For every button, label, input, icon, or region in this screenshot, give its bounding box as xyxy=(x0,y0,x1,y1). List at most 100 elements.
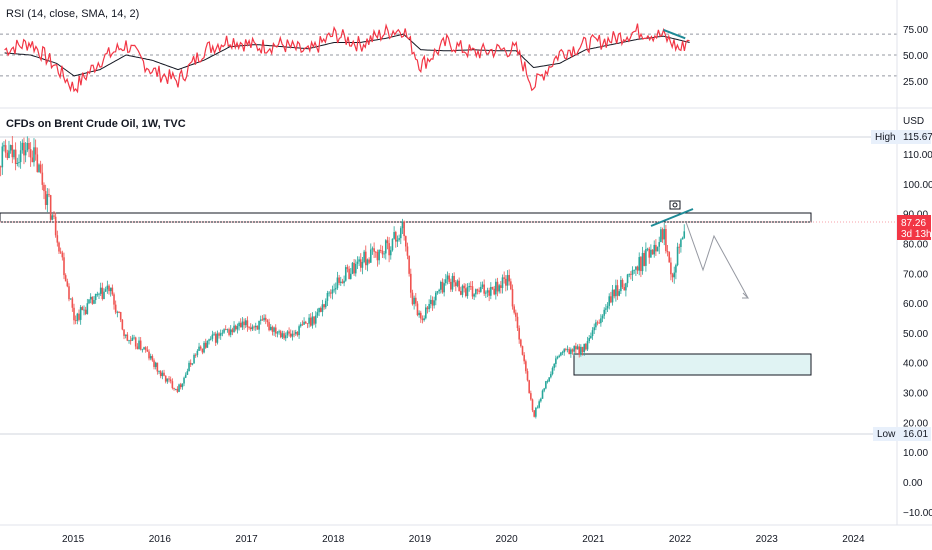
candle-body[interactable] xyxy=(563,349,565,353)
candle-body[interactable] xyxy=(238,322,240,327)
candle-body[interactable] xyxy=(323,304,325,308)
candle-body[interactable] xyxy=(591,330,594,337)
candle-body[interactable] xyxy=(91,296,94,304)
candle-body[interactable] xyxy=(74,320,77,322)
candle-body[interactable] xyxy=(36,154,39,173)
candle-body[interactable] xyxy=(236,326,239,330)
candle-body[interactable] xyxy=(586,341,589,350)
candle-body[interactable] xyxy=(144,347,147,350)
candle-body[interactable] xyxy=(179,384,182,388)
candle-body[interactable] xyxy=(475,289,477,295)
candle-body[interactable] xyxy=(216,333,219,343)
candle-body[interactable] xyxy=(6,152,9,159)
candle-body[interactable] xyxy=(268,322,270,331)
candle-body[interactable] xyxy=(448,275,450,282)
candle-body[interactable] xyxy=(199,346,202,349)
candle-body[interactable] xyxy=(0,166,2,168)
candle-body[interactable] xyxy=(440,281,442,290)
candle-body[interactable] xyxy=(366,259,369,266)
candle-body[interactable] xyxy=(535,407,537,417)
candle-body[interactable] xyxy=(104,289,107,292)
candle-body[interactable] xyxy=(666,250,669,253)
candle-body[interactable] xyxy=(488,290,490,296)
candle-body[interactable] xyxy=(668,252,671,263)
candle-body[interactable] xyxy=(233,325,235,333)
candle-body[interactable] xyxy=(660,229,662,243)
candle-body[interactable] xyxy=(635,266,637,270)
candle-body[interactable] xyxy=(324,300,327,308)
trendline[interactable] xyxy=(650,208,694,227)
candle-body[interactable] xyxy=(11,145,14,158)
candle-body[interactable] xyxy=(566,349,569,351)
candle-body[interactable] xyxy=(596,322,599,324)
candle-body[interactable] xyxy=(341,281,344,284)
candle-body[interactable] xyxy=(480,286,482,292)
candle-body[interactable] xyxy=(299,324,302,327)
candle-body[interactable] xyxy=(625,283,627,291)
candle-body[interactable] xyxy=(141,349,144,351)
candle-body[interactable] xyxy=(610,296,612,303)
candle-body[interactable] xyxy=(133,337,135,339)
candle-body[interactable] xyxy=(528,380,530,394)
candle-body[interactable] xyxy=(24,150,27,156)
candle-body[interactable] xyxy=(478,290,480,292)
candle-body[interactable] xyxy=(538,401,540,408)
candle-body[interactable] xyxy=(471,286,474,297)
candle-body[interactable] xyxy=(239,322,242,328)
candle-body[interactable] xyxy=(9,145,12,151)
candle-body[interactable] xyxy=(510,281,512,290)
candle-body[interactable] xyxy=(651,249,654,255)
candle-body[interactable] xyxy=(611,289,614,303)
candle-body[interactable] xyxy=(418,312,420,316)
candle-body[interactable] xyxy=(288,331,290,334)
candle-body[interactable] xyxy=(351,262,354,274)
candle-body[interactable] xyxy=(681,237,684,240)
candle-body[interactable] xyxy=(254,325,257,328)
candle-body[interactable] xyxy=(663,229,666,240)
candle-body[interactable] xyxy=(590,336,592,339)
candle-body[interactable] xyxy=(149,356,152,359)
candle-body[interactable] xyxy=(286,331,289,336)
candle-body[interactable] xyxy=(309,317,312,326)
candle-body[interactable] xyxy=(158,371,160,373)
candle-body[interactable] xyxy=(636,266,639,271)
candle-body[interactable] xyxy=(518,328,520,340)
candle-body[interactable] xyxy=(555,358,557,364)
candle-body[interactable] xyxy=(73,307,75,321)
candle-body[interactable] xyxy=(646,248,649,250)
candle-body[interactable] xyxy=(346,267,349,269)
candle-body[interactable] xyxy=(384,240,387,254)
candle-body[interactable] xyxy=(533,410,535,417)
candle-body[interactable] xyxy=(164,375,167,382)
candle-body[interactable] xyxy=(256,325,259,330)
candle-body[interactable] xyxy=(570,349,572,355)
candle-body[interactable] xyxy=(293,333,295,335)
candle-body[interactable] xyxy=(49,195,52,220)
candle-body[interactable] xyxy=(63,257,65,276)
currency-label[interactable]: USD xyxy=(903,116,924,127)
candle-body[interactable] xyxy=(381,250,384,255)
candle-body[interactable] xyxy=(453,275,455,283)
candle-body[interactable] xyxy=(41,172,44,185)
candle-body[interactable] xyxy=(358,259,360,262)
candle-body[interactable] xyxy=(231,329,234,333)
candle-body[interactable] xyxy=(393,232,395,239)
candle-body[interactable] xyxy=(481,284,484,287)
candle-body[interactable] xyxy=(408,255,410,274)
candle-body[interactable] xyxy=(198,346,200,351)
candle-body[interactable] xyxy=(14,149,17,164)
candle-body[interactable] xyxy=(601,315,604,319)
candle-body[interactable] xyxy=(289,333,292,337)
candle-body[interactable] xyxy=(178,384,180,392)
candle-body[interactable] xyxy=(536,407,539,409)
candle-body[interactable] xyxy=(600,318,602,324)
candle-body[interactable] xyxy=(585,343,587,350)
candle-body[interactable] xyxy=(558,355,560,357)
candle-body[interactable] xyxy=(8,150,10,159)
candle-body[interactable] xyxy=(33,147,35,163)
candle-body[interactable] xyxy=(234,325,237,330)
candle-body[interactable] xyxy=(344,267,347,281)
candle-body[interactable] xyxy=(333,289,335,291)
candle-body[interactable] xyxy=(386,240,389,244)
candle-body[interactable] xyxy=(296,331,299,336)
